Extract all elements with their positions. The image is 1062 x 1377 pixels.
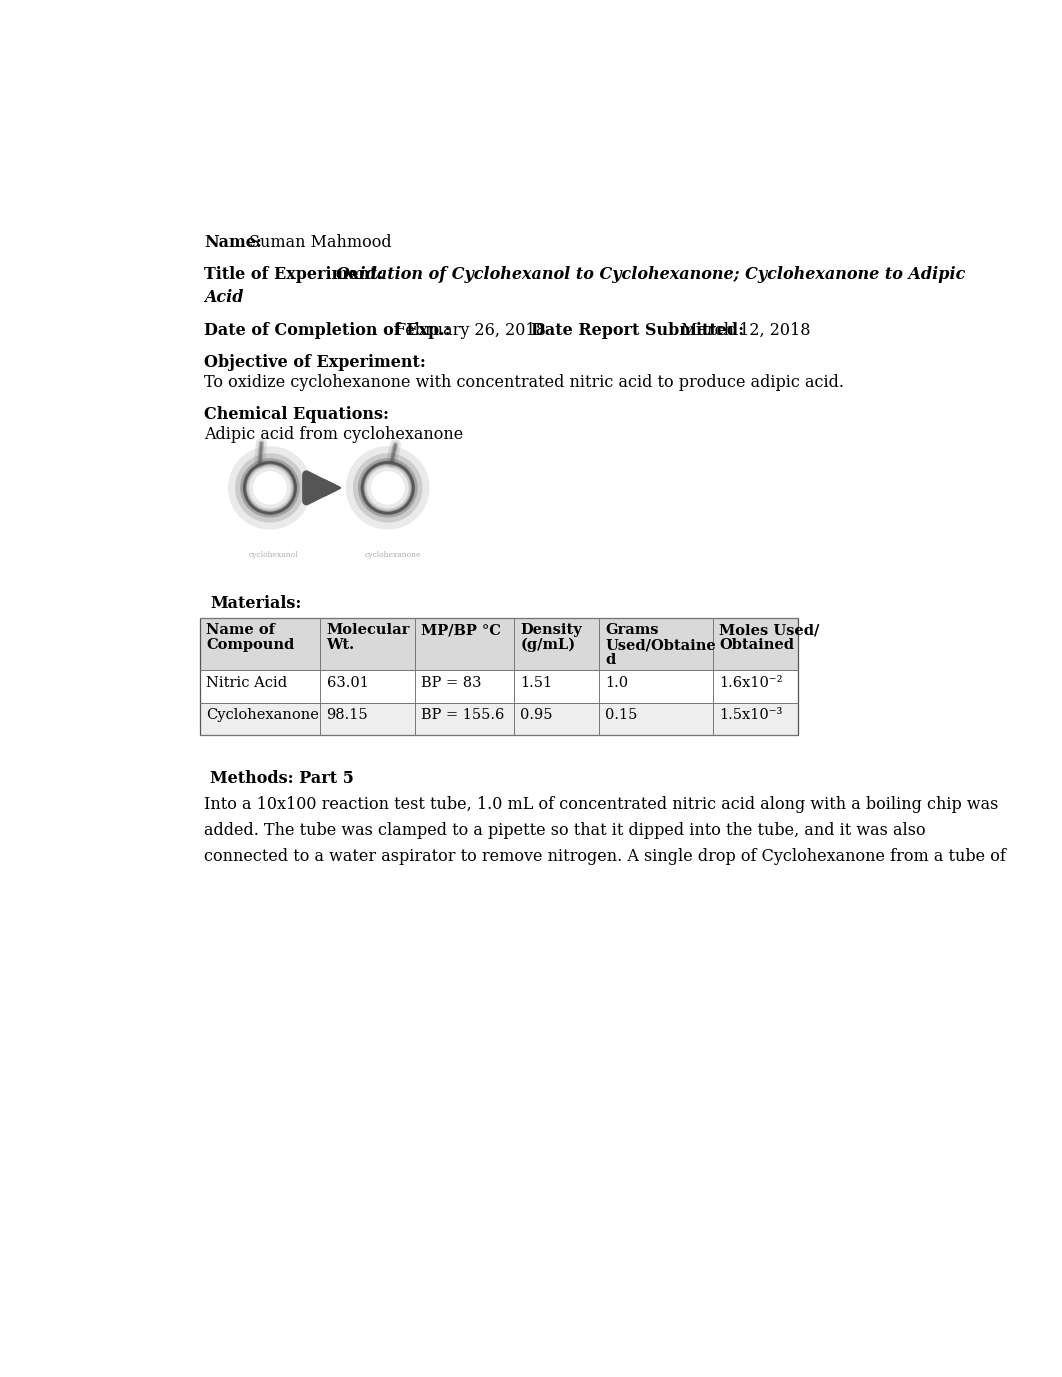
Text: Methods: Part 5: Methods: Part 5 [210, 770, 354, 786]
Text: Suman Mahmood: Suman Mahmood [249, 234, 392, 251]
Text: Compound: Compound [206, 638, 294, 653]
Text: Grams: Grams [605, 624, 660, 638]
FancyBboxPatch shape [200, 702, 798, 735]
Text: Molecular: Molecular [326, 624, 410, 638]
Text: March 12, 2018: March 12, 2018 [681, 322, 810, 339]
Text: d: d [605, 653, 616, 666]
Text: added. The tube was clamped to a pipette so that it dipped into the tube, and it: added. The tube was clamped to a pipette… [204, 822, 926, 839]
Text: cyclohexanol: cyclohexanol [249, 551, 297, 559]
Text: Materials:: Materials: [210, 595, 302, 611]
Text: Title of Experiment:: Title of Experiment: [204, 266, 383, 284]
Text: connected to a water aspirator to remove nitrogen. A single drop of Cyclohexanon: connected to a water aspirator to remove… [204, 848, 1006, 865]
Text: 1.0: 1.0 [605, 676, 629, 690]
FancyBboxPatch shape [200, 618, 798, 671]
Text: 98.15: 98.15 [326, 708, 369, 722]
Text: Used/Obtaine: Used/Obtaine [605, 638, 716, 653]
Text: BP = 83: BP = 83 [421, 676, 481, 690]
Text: Nitric Acid: Nitric Acid [206, 676, 288, 690]
Text: Chemical Equations:: Chemical Equations: [204, 406, 389, 423]
Text: 1.51: 1.51 [520, 676, 552, 690]
Text: Obtained: Obtained [719, 638, 794, 653]
Text: cyclohexanone: cyclohexanone [364, 551, 421, 559]
Text: Cyclohexanone: Cyclohexanone [206, 708, 320, 722]
Text: Name of: Name of [206, 624, 275, 638]
Text: Date Report Submitted:: Date Report Submitted: [531, 322, 744, 339]
Text: February 26, 2018: February 26, 2018 [395, 322, 546, 339]
Text: MP/BP °C: MP/BP °C [421, 624, 501, 638]
Text: BP = 155.6: BP = 155.6 [421, 708, 504, 722]
Text: Wt.: Wt. [326, 638, 355, 653]
Text: Objective of Experiment:: Objective of Experiment: [204, 354, 426, 370]
Text: Date of Completion of Exp.:: Date of Completion of Exp.: [204, 322, 450, 339]
Text: To oxidize cyclohexanone with concentrated nitric acid to produce adipic acid.: To oxidize cyclohexanone with concentrat… [204, 375, 844, 391]
Text: 1.5x10⁻³: 1.5x10⁻³ [719, 708, 783, 722]
Text: 63.01: 63.01 [326, 676, 369, 690]
FancyBboxPatch shape [200, 671, 798, 702]
Text: Into a 10x100 reaction test tube, 1.0 mL of concentrated nitric acid along with : Into a 10x100 reaction test tube, 1.0 mL… [204, 796, 998, 812]
Text: (g/mL): (g/mL) [520, 638, 576, 653]
Text: 0.15: 0.15 [605, 708, 638, 722]
Text: 1.6x10⁻²: 1.6x10⁻² [719, 676, 783, 690]
Text: Density: Density [520, 624, 582, 638]
Text: Adipic acid from cyclohexanone: Adipic acid from cyclohexanone [204, 427, 463, 443]
Text: Acid: Acid [204, 289, 243, 306]
Text: Moles Used/: Moles Used/ [719, 624, 820, 638]
Text: 0.95: 0.95 [520, 708, 552, 722]
Text: Name:: Name: [204, 234, 262, 251]
Text: Oxidation of Cyclohexanol to Cyclohexanone; Cyclohexanone to Adipic: Oxidation of Cyclohexanol to Cyclohexano… [336, 266, 965, 284]
